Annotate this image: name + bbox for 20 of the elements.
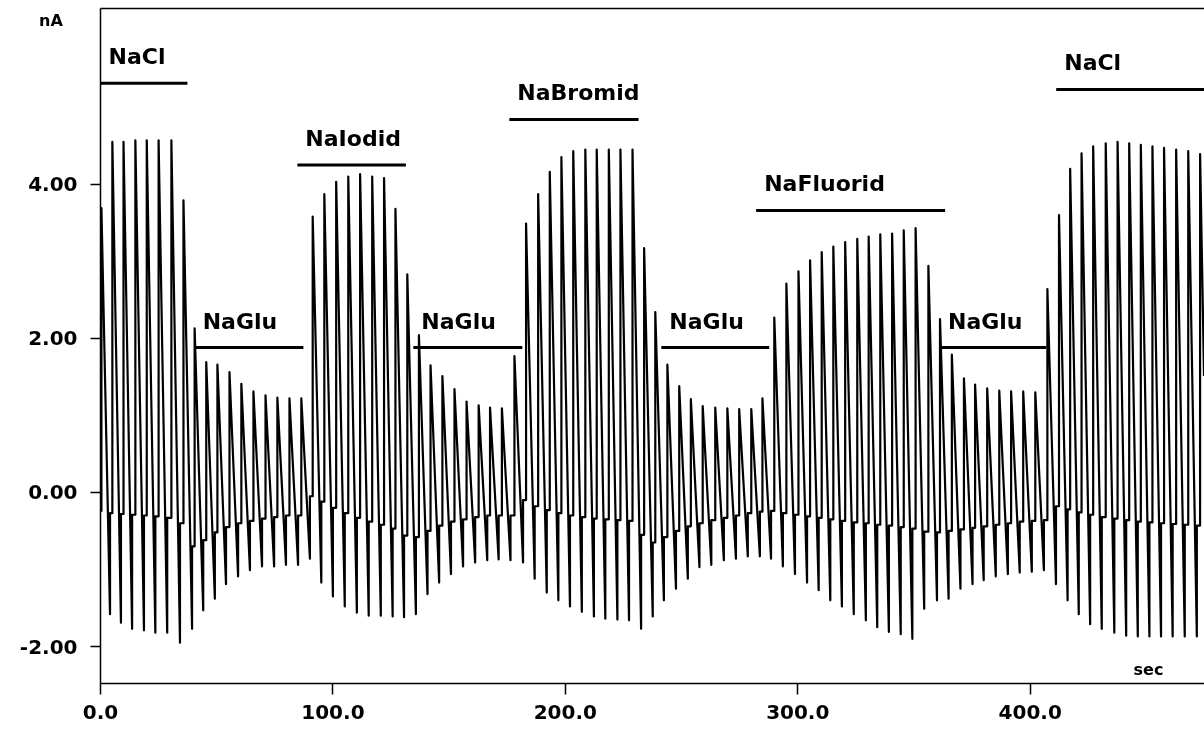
series-label: NaGlu (669, 308, 744, 334)
series-label: NaGlu (948, 308, 1023, 334)
series-label: NaFluorid (764, 171, 885, 197)
series-label: NaCl (1064, 50, 1122, 76)
series-label: NaGlu (202, 308, 278, 334)
x-tick-label: 100.0 (301, 699, 365, 724)
x-tick-label: 400.0 (998, 699, 1062, 724)
y-tick-label: 4.00 (28, 172, 78, 197)
y-tick-label: 2.00 (28, 326, 78, 351)
series-label: NaIodid (305, 125, 401, 151)
x-tick-label: 0.0 (82, 699, 119, 724)
y-axis-title: nA (39, 11, 63, 30)
series-label: NaGlu (421, 308, 496, 334)
series-label: NaCl (108, 44, 166, 70)
x-axis-title: sec (1133, 659, 1164, 679)
y-tick-label: 0.00 (28, 480, 78, 505)
x-tick-label: 200.0 (533, 699, 597, 724)
x-tick-label: 300.0 (766, 699, 830, 724)
series-label: NaBromid (517, 80, 640, 106)
y-tick-label: -2.00 (19, 634, 78, 659)
